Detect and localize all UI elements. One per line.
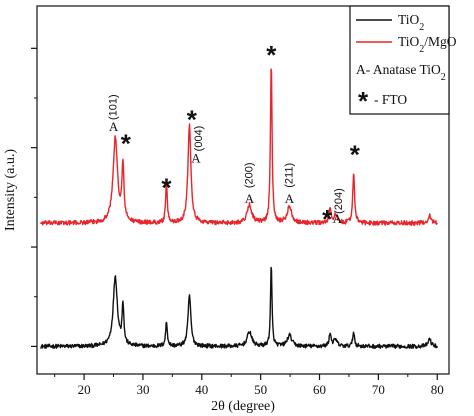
anatase-peak-label: A xyxy=(109,119,119,134)
x-tick-label: 20 xyxy=(78,382,91,397)
miller-index-label: (204) xyxy=(333,188,345,214)
x-tick-label: 60 xyxy=(313,382,326,397)
series-line-tio2 xyxy=(40,266,438,350)
fto-star-marker: * xyxy=(266,40,277,70)
miller-index-label: (101) xyxy=(107,94,119,120)
plot-area-frame xyxy=(36,5,450,375)
anatase-peak-label: A xyxy=(191,150,201,165)
annotation-layer: A(101)***(004)A(200)A*(211)A*(204)A* xyxy=(107,40,360,234)
fto-star-marker: * xyxy=(121,128,132,158)
axis-layer: 20 30 40 50 60 70 80 2θ (degree) Intensity (a.u.… xyxy=(3,47,444,414)
x-tick-label: 80 xyxy=(431,382,444,397)
legend-fto-star: * xyxy=(358,86,369,116)
anatase-peak-label: A xyxy=(332,211,342,226)
series-layer xyxy=(39,68,438,350)
legend-label: TiO2 xyxy=(398,12,424,33)
x-axis-title: 2θ (degree) xyxy=(211,399,275,414)
miller-index-label: (211) xyxy=(283,163,295,188)
plot-border xyxy=(36,5,450,375)
x-tick-label: 40 xyxy=(195,382,208,397)
anatase-peak-label: A xyxy=(285,191,295,206)
legend-anatase-note: A- Anatase TiO2 xyxy=(356,62,446,83)
x-tick-label: 50 xyxy=(254,382,267,397)
fto-star-marker: * xyxy=(350,140,361,170)
miller-index-label: (004) xyxy=(193,126,205,152)
fto-star-marker: * xyxy=(161,173,172,203)
legend-label: TiO2/MgO xyxy=(398,34,457,55)
legend-box xyxy=(349,5,450,115)
fto-star-marker: * xyxy=(187,105,198,135)
fto-star-marker: * xyxy=(322,204,333,234)
x-tick-label: 70 xyxy=(372,382,385,397)
anatase-peak-label: A xyxy=(245,191,255,206)
x-tick-label: 30 xyxy=(136,382,149,397)
legend-fto-label: - FTO xyxy=(374,92,407,107)
series-line-tio2-mgo xyxy=(39,68,438,226)
miller-index-label: (200) xyxy=(243,162,255,188)
y-axis-title: Intensity (a.u.) xyxy=(3,149,18,231)
